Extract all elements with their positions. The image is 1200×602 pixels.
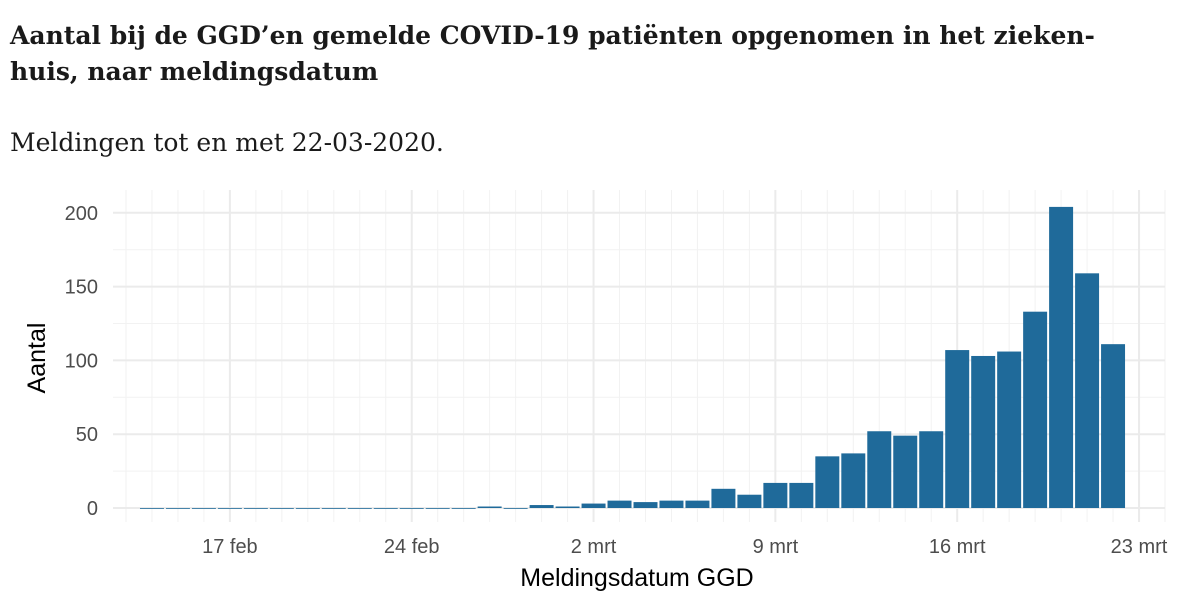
bar bbox=[451, 508, 476, 509]
chart-subtitle: Meldingen tot en met 22-03-2020. bbox=[10, 128, 444, 157]
grid bbox=[113, 190, 1166, 522]
bar bbox=[477, 506, 502, 508]
y-tick-label: 0 bbox=[87, 498, 98, 520]
chart-title: Aantal bij de GGD’en gemelde COVID-19 pa… bbox=[10, 18, 1190, 90]
y-tick-label: 200 bbox=[65, 203, 98, 225]
x-tick-label: 24 feb bbox=[384, 536, 440, 558]
y-axis-ticks: 0 50 100 150 200 bbox=[65, 203, 98, 520]
bars bbox=[139, 206, 1126, 509]
bar bbox=[919, 431, 944, 508]
chart-title-line-1: Aantal bij de GGD’en gemelde COVID-19 pa… bbox=[10, 21, 1095, 50]
y-tick-label: 100 bbox=[65, 350, 98, 372]
bar bbox=[789, 482, 814, 508]
bar bbox=[815, 456, 840, 508]
bar bbox=[711, 488, 736, 508]
x-axis-title: Meldingsdatum GGD bbox=[520, 564, 753, 592]
x-axis-ticks: 17 feb 24 feb 2 mrt 9 mrt 16 mrt 23 mrt bbox=[202, 536, 1168, 558]
x-tick-label: 16 mrt bbox=[929, 536, 986, 558]
bar bbox=[269, 508, 294, 509]
bar bbox=[1023, 311, 1048, 508]
bar bbox=[503, 508, 528, 509]
bar bbox=[425, 508, 450, 509]
bar bbox=[529, 505, 554, 508]
bar bbox=[997, 351, 1022, 508]
bar bbox=[971, 355, 996, 508]
bar bbox=[165, 508, 190, 509]
bar bbox=[243, 508, 268, 509]
y-axis-title: Aantal bbox=[23, 323, 51, 394]
bar bbox=[295, 508, 320, 509]
bar bbox=[1101, 344, 1126, 508]
bar bbox=[555, 506, 580, 508]
bar bbox=[347, 508, 372, 509]
bar bbox=[139, 508, 164, 509]
y-tick-label: 50 bbox=[76, 424, 98, 446]
bar bbox=[373, 508, 398, 509]
bar bbox=[763, 482, 788, 508]
bar bbox=[217, 508, 242, 509]
bar bbox=[737, 494, 762, 508]
x-tick-label: 17 feb bbox=[202, 536, 258, 558]
chart-title-line-2: huis, naar meldingsdatum bbox=[10, 57, 379, 86]
x-tick-label: 2 mrt bbox=[571, 536, 617, 558]
x-tick-label: 23 mrt bbox=[1111, 536, 1168, 558]
bar bbox=[321, 508, 346, 509]
bar bbox=[191, 508, 216, 509]
bar bbox=[841, 453, 866, 508]
bar bbox=[399, 508, 424, 509]
bar bbox=[659, 500, 684, 508]
x-tick-label: 9 mrt bbox=[753, 536, 799, 558]
y-tick-label: 150 bbox=[65, 277, 98, 299]
bar bbox=[607, 500, 632, 508]
bar bbox=[893, 435, 918, 508]
bar bbox=[1049, 206, 1074, 508]
bar bbox=[1075, 273, 1100, 508]
bar bbox=[685, 500, 710, 508]
bar bbox=[945, 350, 970, 508]
bar bbox=[633, 502, 658, 508]
bar bbox=[581, 503, 606, 508]
bar bbox=[867, 431, 892, 508]
